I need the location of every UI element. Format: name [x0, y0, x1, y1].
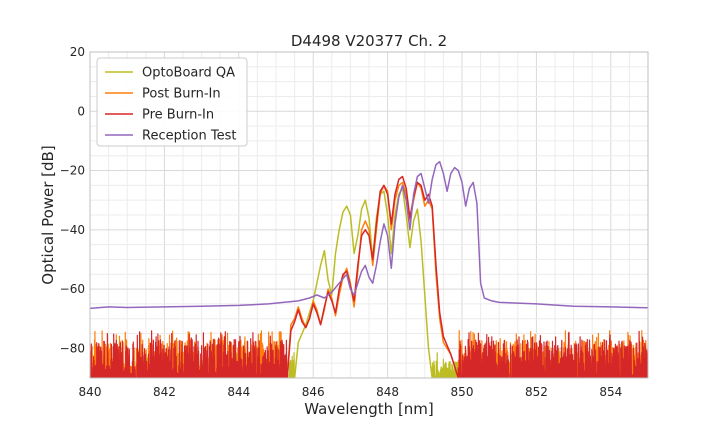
y-tick-label: −60 [60, 282, 85, 296]
y-axis-label: Optical Power [dB] [39, 145, 57, 284]
x-tick-label: 852 [525, 385, 548, 399]
x-tick-label: 844 [227, 385, 250, 399]
y-tick-label: 20 [70, 45, 85, 59]
series-line [286, 181, 460, 378]
chart-title: D4498 V20377 Ch. 2 [291, 32, 447, 50]
x-tick-label: 850 [451, 385, 474, 399]
y-tick-label: −20 [60, 164, 85, 178]
series-line [90, 160, 648, 310]
series-reception-test [90, 160, 648, 310]
legend-label: OptoBoard QA [142, 66, 235, 81]
y-axis-ticks: 20 0 −20 −40 −60 −80 [60, 45, 85, 355]
x-tick-label: 854 [599, 385, 622, 399]
legend-box [96, 57, 248, 147]
x-tick-label: 842 [153, 385, 176, 399]
series-line [293, 187, 433, 378]
x-tick-label: 840 [79, 385, 102, 399]
x-axis-label: Wavelength [nm] [304, 400, 434, 418]
noise-floor [90, 330, 288, 378]
plot-frame [89, 51, 649, 379]
legend-label: Pre Burn-In [142, 108, 214, 123]
series-line [286, 175, 460, 378]
x-tick-label: 848 [376, 385, 399, 399]
x-tick-label: 846 [302, 385, 325, 399]
y-tick-label: 0 [77, 104, 85, 118]
y-tick-label: −80 [60, 341, 85, 355]
legend-label: Post Burn-In [142, 87, 221, 102]
legend-label: Reception Test [142, 129, 236, 144]
legend: OptoBoard QA Post Burn-In Pre Burn-In Recep… [96, 57, 248, 147]
x-axis-ticks: 840 842 844 846 848 850 852 854 [79, 385, 623, 399]
y-tick-label: −40 [60, 223, 85, 237]
